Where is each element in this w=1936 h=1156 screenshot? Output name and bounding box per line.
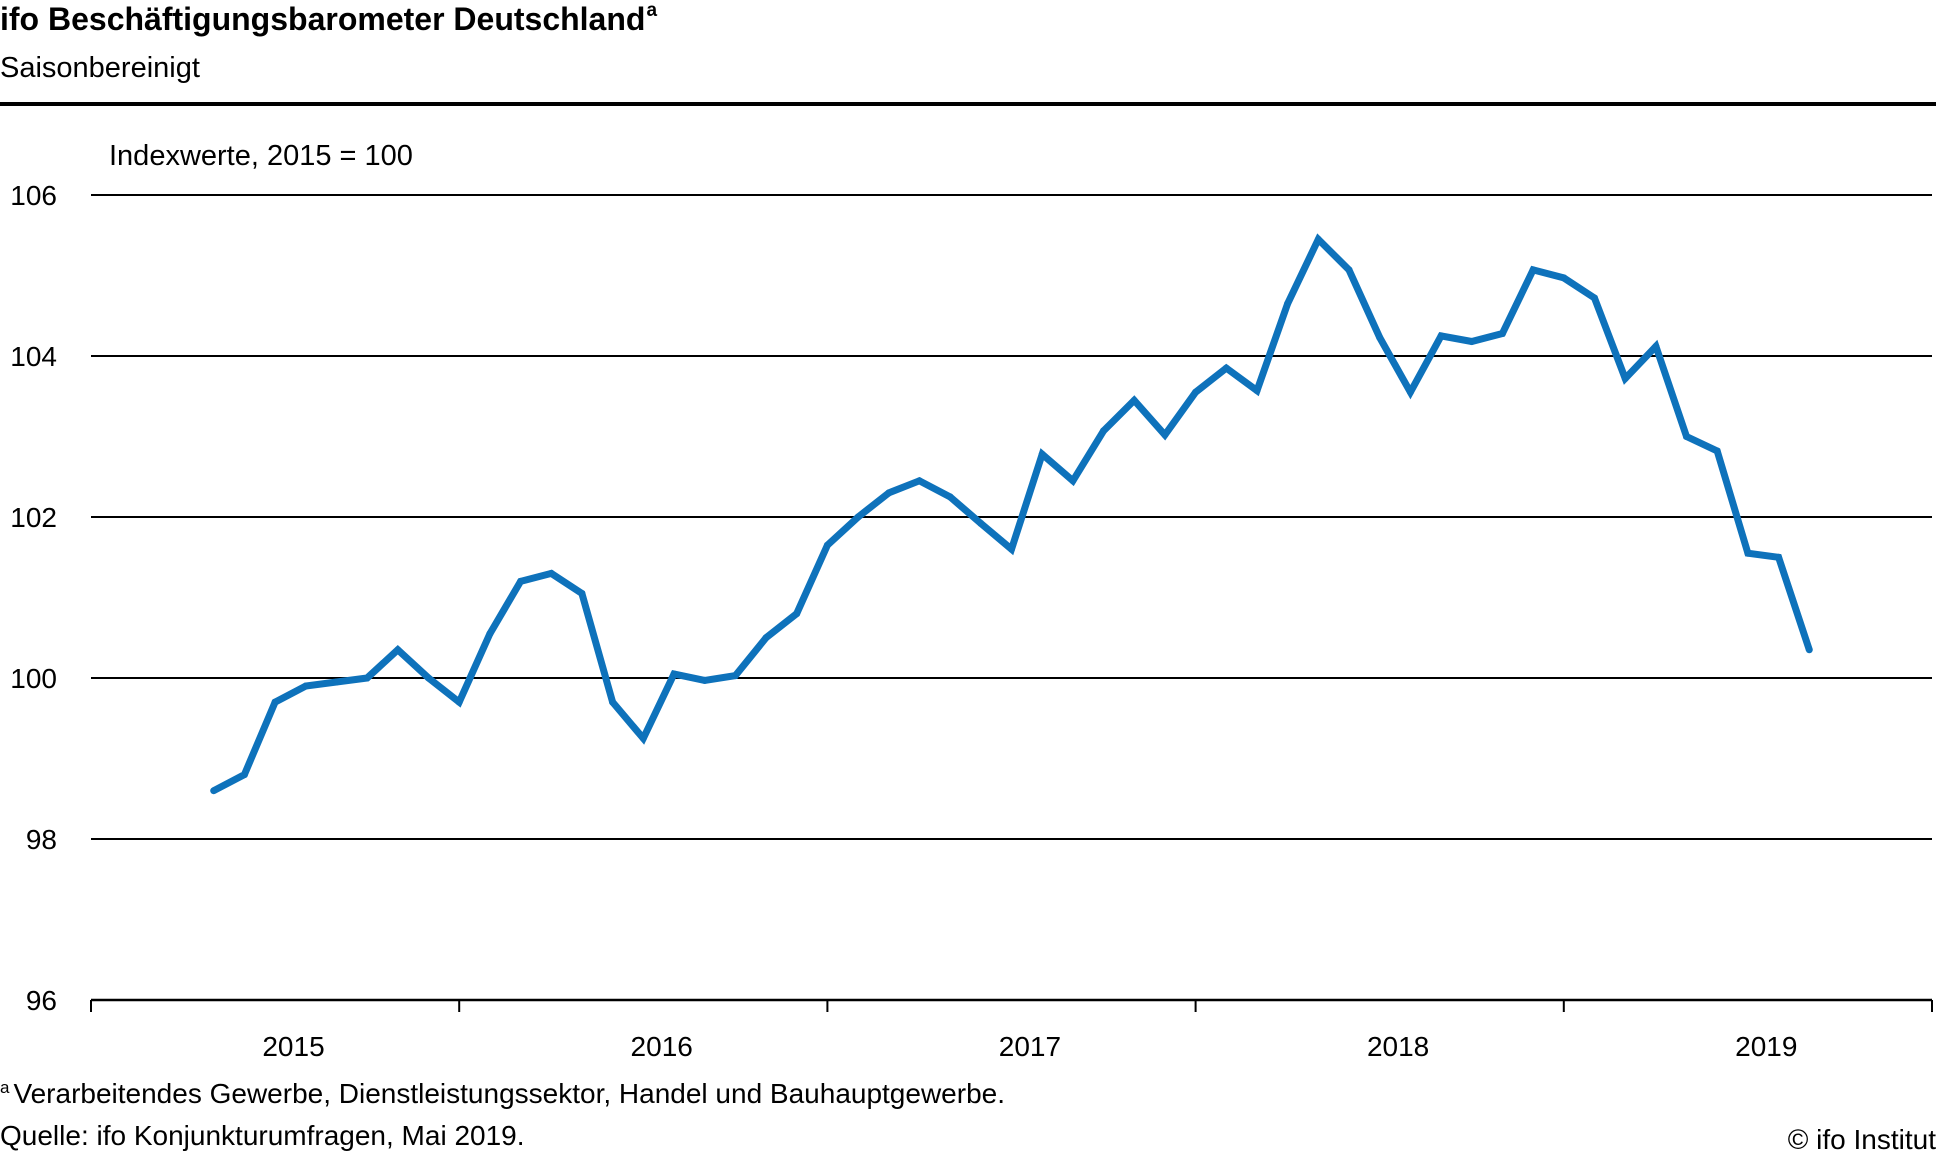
data-point-2015-10: [486, 630, 494, 638]
footnote: a Verarbeitendes Gewerbe, Dienstleistungs…: [0, 1078, 1005, 1109]
data-point-2019-04: [1775, 553, 1783, 561]
copyright: © ifo Institut: [1787, 1124, 1936, 1155]
data-point-2017-11: [1253, 387, 1261, 395]
y-tick-label-100: 100: [10, 663, 57, 694]
data-point-2018-02: [1345, 266, 1353, 274]
x-tick-label-2017: 2017: [999, 1031, 1061, 1062]
data-point-2015-06: [363, 674, 371, 682]
title-footnote-marker: a: [646, 0, 658, 21]
data-point-2018-10: [1591, 294, 1598, 302]
y-tick-label-102: 102: [10, 502, 57, 533]
data-point-2017-03: [1008, 545, 1015, 553]
data-point-2015-03: [271, 698, 279, 706]
data-point-2018-03: [1376, 334, 1384, 341]
x-tick-label-2019: 2019: [1735, 1031, 1797, 1062]
data-point-2016-05: [701, 676, 709, 684]
data-point-2016-01: [578, 590, 586, 597]
data-point-2017-02: [977, 519, 985, 527]
x-tick-label-2016: 2016: [631, 1031, 693, 1062]
data-point-2016-11: [885, 489, 893, 497]
data-point-2018-12: [1652, 342, 1660, 350]
data-point-2017-01: [946, 493, 954, 501]
x-axis: 2015 2016 2017 2018 2019: [90, 1000, 1933, 1062]
data-point-2015-09: [455, 698, 463, 706]
data-point-2016-04: [670, 670, 678, 678]
y-axis-label: Indexwerte, 2015 = 100: [109, 140, 413, 172]
data-point-2017-09: [1192, 388, 1200, 396]
data-point-2018-07: [1498, 330, 1506, 337]
data-point-2015-12: [547, 569, 555, 577]
y-tick-label-98: 98: [26, 824, 57, 855]
data-point-2016-12: [915, 477, 923, 485]
chart-subtitle: Saisonbereinigt: [0, 52, 200, 84]
data-point-2016-02: [609, 698, 617, 706]
data-point-2017-04: [1038, 450, 1046, 458]
data-point-2019-03: [1744, 549, 1752, 557]
data-point-2015-07: [394, 646, 402, 654]
data-point-2019-01: [1683, 433, 1690, 440]
chart-title: ifo Beschäftigungsbarometer Deutschlanda: [0, 0, 658, 37]
data-point-2016-10: [854, 513, 862, 521]
data-point-2015-04: [302, 682, 310, 690]
data-point-2017-12: [1284, 300, 1292, 308]
footnote-marker: a: [0, 1078, 10, 1097]
data-point-2016-09: [823, 541, 831, 549]
data-point-2015-01: [210, 787, 218, 795]
data-point-2018-01: [1314, 235, 1322, 243]
data-point-2017-05: [1069, 477, 1077, 485]
data-point-2016-06: [731, 672, 739, 680]
x-tick-label-2015: 2015: [262, 1031, 324, 1062]
data-point-2017-08: [1161, 431, 1169, 439]
data-point-2018-06: [1468, 338, 1476, 345]
data-point-2015-05: [333, 678, 340, 686]
data-point-2018-09: [1560, 274, 1568, 282]
data-point-2015-08: [425, 674, 432, 682]
data-point-2019-02: [1713, 447, 1721, 455]
y-tick-labels: 96 98 100 102 104 106: [10, 180, 57, 1016]
data-point-2016-03: [639, 734, 647, 742]
data-point-2018-05: [1437, 332, 1445, 340]
gridlines: [91, 194, 1932, 1002]
y-tick-label-104: 104: [10, 341, 57, 372]
y-tick-label-96: 96: [26, 985, 57, 1016]
data-point-2018-11: [1621, 375, 1629, 382]
data-point-2018-04: [1406, 388, 1414, 396]
data-point-2017-06: [1100, 427, 1107, 435]
data-point-2019-05: [1805, 646, 1813, 654]
series-layer: [210, 233, 1813, 795]
data-point-2016-07: [762, 634, 770, 642]
source-note: Quelle: ifo Konjunkturumfragen, Mai 2019…: [0, 1120, 525, 1151]
data-point-2016-08: [793, 610, 801, 618]
data-point-2017-10: [1222, 364, 1230, 372]
x-tick-label-2018: 2018: [1367, 1031, 1429, 1062]
y-tick-label-106: 106: [10, 180, 57, 211]
data-point-2015-02: [240, 771, 248, 779]
series-line: [212, 233, 1813, 794]
data-point-2015-11: [517, 577, 525, 585]
data-point-2018-08: [1529, 266, 1537, 274]
data-point-2017-07: [1130, 396, 1138, 404]
